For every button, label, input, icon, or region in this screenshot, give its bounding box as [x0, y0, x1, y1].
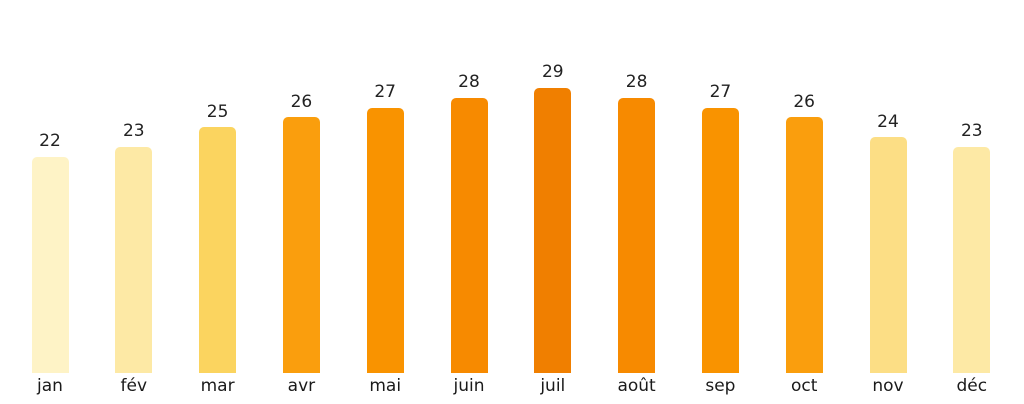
- bar-value-label: 28: [458, 72, 480, 93]
- bar-déc: [953, 146, 991, 373]
- chart-column: 29 juil: [534, 62, 572, 396]
- chart-column: 26 oct: [785, 91, 823, 396]
- chart-column: 23 fév: [115, 121, 153, 396]
- x-axis-label: fév: [120, 376, 148, 396]
- bar-value-label: 29: [541, 62, 564, 83]
- bar-avr: [282, 117, 320, 373]
- bar-oct: [785, 117, 823, 373]
- x-axis-label: nov: [872, 376, 904, 396]
- bar-value-label: 23: [960, 121, 983, 142]
- chart-column: 24 nov: [869, 111, 907, 396]
- chart-column: 26 avr: [282, 91, 320, 396]
- x-axis-label: août: [617, 376, 656, 396]
- x-axis-label: avr: [287, 376, 316, 396]
- x-axis-label: juil: [540, 376, 566, 396]
- bar-sep: [701, 107, 739, 373]
- bar-fév: [115, 146, 153, 373]
- bar-value-label: 25: [206, 101, 229, 122]
- bar-value-label: 27: [709, 82, 732, 103]
- bar-nov: [869, 137, 907, 373]
- chart-column: 25 mar: [199, 101, 237, 396]
- bar-value-label: 26: [793, 91, 815, 112]
- x-axis-label: oct: [790, 376, 818, 396]
- bar-jan: [31, 156, 69, 373]
- bar-value-label: 28: [625, 72, 648, 93]
- bar-juin: [450, 97, 488, 373]
- bar-value-label: 26: [290, 91, 313, 112]
- chart-column: 23 déc: [953, 121, 991, 396]
- x-axis-label: juin: [453, 376, 485, 396]
- x-axis-label: mai: [369, 376, 402, 396]
- bar-value-label: 27: [374, 82, 396, 103]
- x-axis-label: mar: [200, 376, 235, 396]
- x-axis-label: jan: [37, 376, 63, 396]
- chart-column: 28 juin: [450, 72, 488, 396]
- chart-column: 27 mai: [366, 82, 404, 396]
- bar-value-label: 22: [39, 131, 61, 152]
- chart-column: 28 août: [617, 72, 656, 396]
- bar-mar: [199, 127, 237, 373]
- chart-column: 27 sep: [701, 82, 739, 396]
- bar-août: [618, 97, 656, 373]
- bar-value-label: 24: [877, 111, 899, 132]
- x-axis-label: déc: [956, 376, 988, 396]
- chart-column: 22 jan: [31, 131, 69, 396]
- x-axis-label: sep: [705, 376, 736, 396]
- bar-juil: [534, 87, 572, 373]
- bar-mai: [366, 107, 404, 373]
- bar-value-label: 23: [122, 121, 145, 142]
